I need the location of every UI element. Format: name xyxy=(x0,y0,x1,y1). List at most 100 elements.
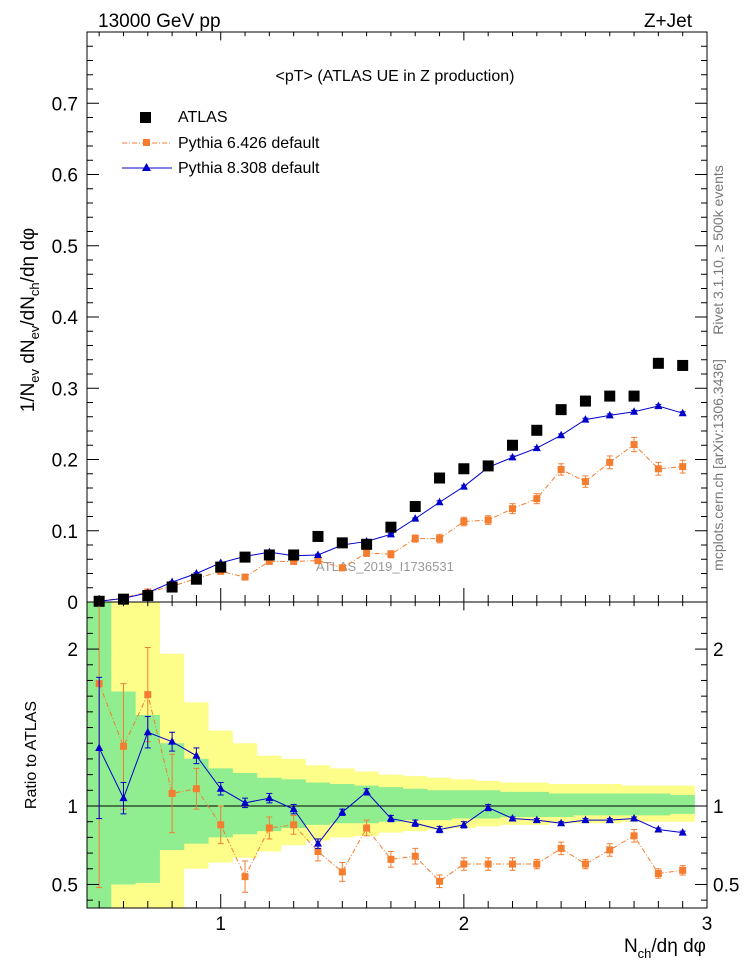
pythia6-main-point xyxy=(436,535,444,543)
pythia6-ratio-point xyxy=(581,860,589,868)
atlas-data-point xyxy=(531,424,543,436)
plot-title: <pT> (ATLAS UE in Z production) xyxy=(276,68,515,85)
atlas-data-point xyxy=(482,460,494,472)
pythia8-main-point xyxy=(459,482,468,490)
pythia6-main-point xyxy=(679,463,687,471)
pythia8-ratio-point xyxy=(411,818,420,827)
ratio-frame xyxy=(86,601,708,909)
pythia6-ratio-point xyxy=(290,821,298,829)
pythia8-ratio-point xyxy=(362,787,371,795)
legend-marker-atlas xyxy=(140,112,151,123)
atlas-data-point xyxy=(604,390,616,402)
legend-label-pythia8: Pythia 8.308 default xyxy=(178,160,320,177)
atlas-data-point xyxy=(336,537,348,549)
pythia8-ratio-point xyxy=(459,820,468,828)
pythia6-main-point xyxy=(265,557,273,565)
atlas-data-point xyxy=(312,530,324,542)
atlas-data-point xyxy=(239,551,251,563)
pythia8-ratio-point xyxy=(435,825,444,833)
pythia6-main-point xyxy=(581,478,589,486)
pythia6-main-point xyxy=(508,505,516,513)
pythia6-main-point xyxy=(557,465,565,473)
pythia8-ratio-point xyxy=(313,839,322,847)
pythia6-main-point xyxy=(241,573,249,581)
legend-label-pythia6: Pythia 6.426 default xyxy=(178,135,320,152)
pythia8-ratio-point xyxy=(508,814,517,822)
pythia6-ratio-point xyxy=(484,860,492,868)
atlas-data-point xyxy=(385,521,397,533)
atlas-data-point xyxy=(458,463,470,475)
pythia8-ratio-point xyxy=(386,814,395,822)
pythia8-ratio-point xyxy=(216,784,225,792)
pythia6-ratio-point xyxy=(679,866,687,874)
pythia6-main-point xyxy=(460,517,468,525)
x-tick-label: 2 xyxy=(459,914,470,935)
pythia6-main-point xyxy=(387,550,395,558)
pythia6-ratio-point xyxy=(557,844,565,852)
ratio-y-tick-label-left: 0.5 xyxy=(52,875,78,896)
pythia8-ratio-point xyxy=(192,751,201,759)
main-y-tick-label: 0.2 xyxy=(52,451,78,472)
atlas-data-point xyxy=(263,549,275,561)
atlas-data-point xyxy=(628,390,640,402)
main-y-tick-label: 0.1 xyxy=(52,522,78,543)
pythia6-main-point xyxy=(533,495,541,503)
pythia8-main-point xyxy=(532,443,541,452)
pythia6-ratio-point xyxy=(119,742,127,750)
pythia8-ratio-point xyxy=(484,803,493,811)
pythia6-ratio-point xyxy=(436,877,444,885)
pythia8-ratio-point xyxy=(168,737,177,745)
pythia6-ratio-point xyxy=(606,846,614,854)
pythia8-ratio-point xyxy=(532,815,541,824)
atlas-data-point xyxy=(506,439,518,451)
pythia8-main-point xyxy=(313,550,322,558)
pythia6-ratio-point xyxy=(363,824,371,832)
rivet-version-label: Rivet 3.1.10, ≥ 500k events xyxy=(710,165,726,335)
pythia6-ratio-point xyxy=(265,824,273,832)
pythia6-main-point xyxy=(411,535,419,543)
atlas-data-point xyxy=(361,538,373,550)
pythia8-ratio-point xyxy=(605,815,614,824)
atlas-data-point xyxy=(579,395,591,407)
pythia6-ratio-point xyxy=(654,869,662,877)
process-label: Z+Jet xyxy=(644,11,693,32)
pythia6-ratio-point xyxy=(144,691,152,699)
atlas-data-point xyxy=(652,357,664,369)
ratio-y-tick-label-right: 0.5 xyxy=(713,875,739,896)
ratio-y-axis-label: Ratio to ATLAS xyxy=(23,701,40,809)
pythia6-ratio-point xyxy=(508,860,516,868)
ratio-band-inner xyxy=(87,602,695,908)
pythia6-ratio-point xyxy=(411,852,419,860)
pythia6-ratio-point xyxy=(168,789,176,797)
main-y-tick-label: 0 xyxy=(67,593,78,614)
atlas-data-point xyxy=(288,549,300,561)
atlas-data-point xyxy=(677,359,689,371)
pythia8-ratio-point xyxy=(289,804,298,813)
pythia8-ratio-point xyxy=(95,743,104,751)
pythia8-main-point xyxy=(508,452,517,461)
atlas-data-point xyxy=(215,561,227,573)
legend-marker-pythia6 xyxy=(143,139,150,146)
ratio-y-tick-label-right: 1 xyxy=(713,797,724,818)
main-y-tick-label: 0.6 xyxy=(52,166,78,187)
pythia8-main-point xyxy=(605,410,614,419)
pythia8-ratio-point xyxy=(265,793,274,802)
pythia8-main-point xyxy=(581,415,590,423)
x-tick-label: 3 xyxy=(702,914,713,935)
pythia6-main-point xyxy=(314,557,322,565)
pythia8-ratio-point xyxy=(557,818,566,827)
pythia8-ratio-point xyxy=(630,814,639,822)
atlas-data-point xyxy=(166,581,178,593)
pythia6-main-point xyxy=(338,564,346,572)
collision-label: 13000 GeV pp xyxy=(98,11,221,32)
pythia8-ratio-point xyxy=(678,828,687,836)
pythia8-main-point xyxy=(678,408,687,417)
pythia8-main-point xyxy=(411,514,420,522)
atlas-data-point xyxy=(190,573,202,585)
pythia8-main-point xyxy=(435,497,444,506)
atlas-data-point xyxy=(409,501,421,513)
pythia6-main-point xyxy=(290,557,298,565)
pythia8-ratio-point xyxy=(338,807,347,816)
pythia6-ratio-point xyxy=(241,873,249,881)
